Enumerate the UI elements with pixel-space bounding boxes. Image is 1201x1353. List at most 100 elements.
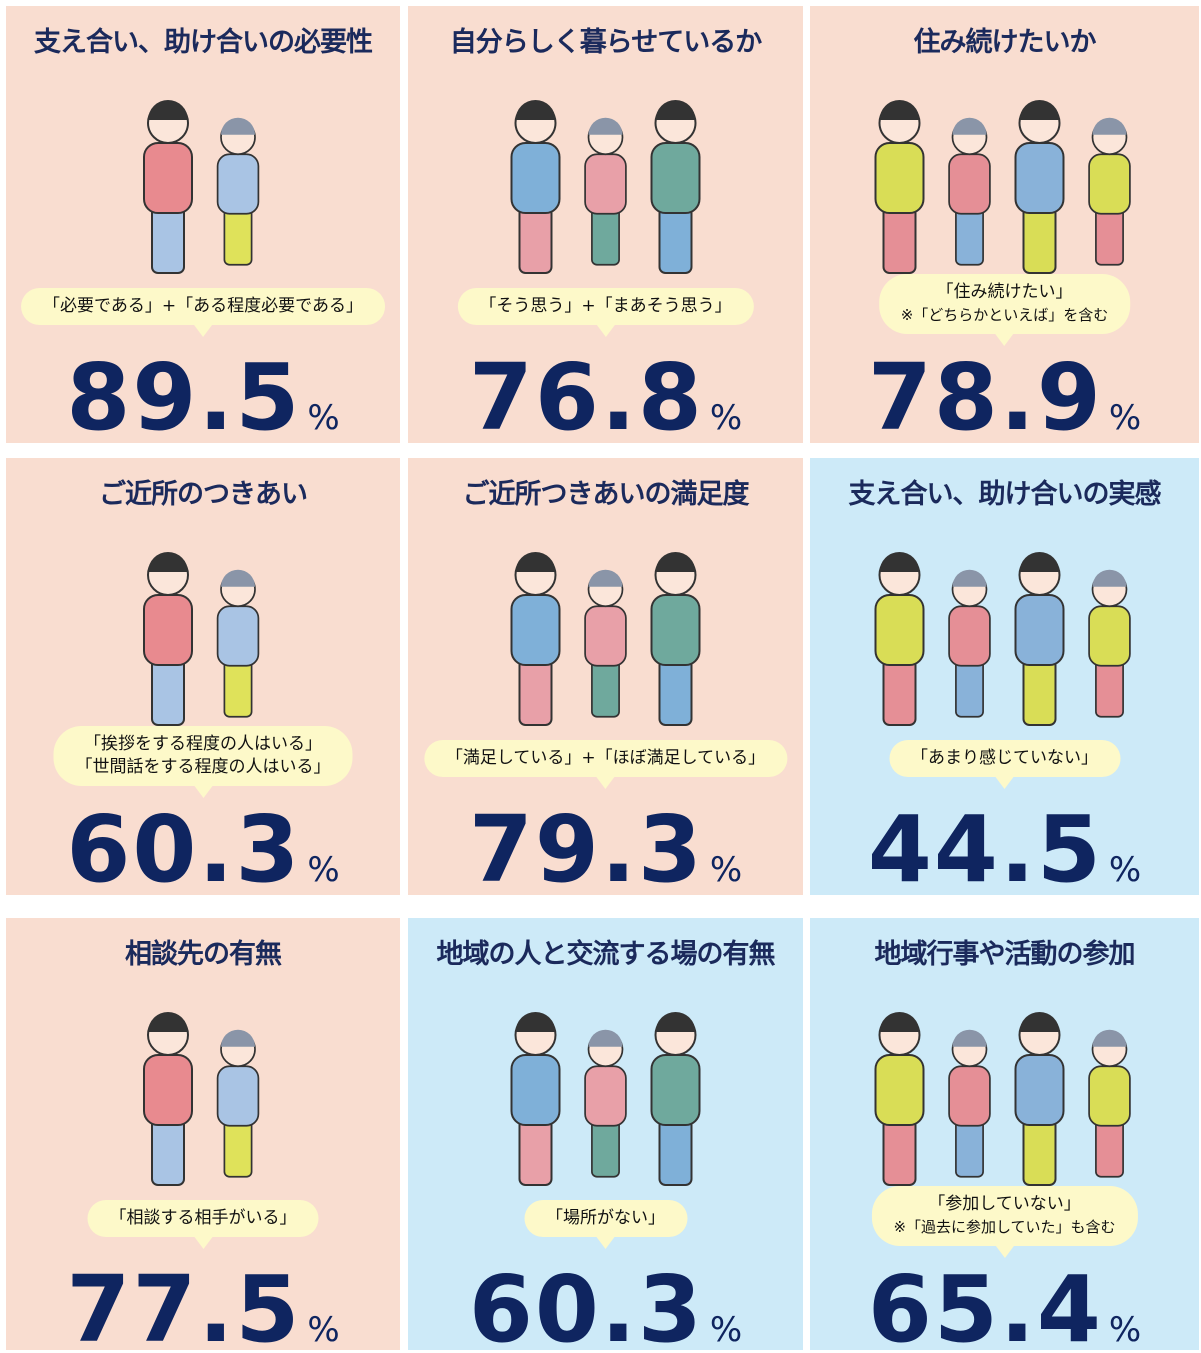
figure-hair bbox=[588, 1029, 623, 1047]
caption-bubble: 「必要である」+「ある程度必要である」 bbox=[21, 288, 385, 337]
figure bbox=[874, 100, 925, 274]
caption-bubble: 「場所がない」 bbox=[524, 1200, 687, 1249]
figure bbox=[510, 100, 561, 274]
card-title: ご近所のつきあい bbox=[99, 479, 308, 510]
result: 89.5% bbox=[6, 344, 400, 443]
result-unit: % bbox=[307, 1310, 340, 1350]
card-title: 相談先の有無 bbox=[125, 939, 282, 970]
card: 支え合い、助け合いの実感 「あまり感じていない」 44.5% bbox=[810, 458, 1199, 895]
figure bbox=[216, 569, 260, 718]
figure-body bbox=[143, 1054, 193, 1126]
figure bbox=[216, 1029, 260, 1178]
result: 79.3% bbox=[408, 796, 803, 895]
figure-hair bbox=[879, 100, 920, 120]
result-value: 76.8 bbox=[468, 344, 704, 443]
figure-hair bbox=[952, 1029, 987, 1047]
figure bbox=[948, 1029, 991, 1178]
figure bbox=[948, 117, 991, 266]
figure bbox=[1088, 1029, 1131, 1178]
illustration bbox=[510, 1012, 701, 1186]
figure-body bbox=[1014, 594, 1065, 666]
caption-line: 「挨拶をする程度の人はいる」 bbox=[84, 734, 322, 754]
figure-hair bbox=[879, 552, 920, 572]
result-value: 65.4 bbox=[867, 1256, 1103, 1350]
figure-hair bbox=[515, 1012, 556, 1032]
card: 住み続けたいか 「住み続けたい」 ※「どちらかといえば」を含む 78.9% bbox=[810, 6, 1199, 443]
figure-hair bbox=[148, 1012, 188, 1032]
card-title: 支え合い、助け合いの必要性 bbox=[34, 27, 373, 58]
figure-hair bbox=[1092, 1029, 1127, 1047]
card: 相談先の有無 「相談する相手がいる」 77.5% bbox=[6, 918, 400, 1350]
figure bbox=[584, 117, 627, 266]
result-unit: % bbox=[1108, 1310, 1142, 1350]
figure bbox=[143, 1012, 193, 1186]
figure-body bbox=[1088, 1065, 1131, 1127]
figure bbox=[650, 552, 701, 726]
figure-hair bbox=[221, 117, 255, 135]
result-value: 60.3 bbox=[468, 1256, 704, 1350]
figure-hair bbox=[148, 100, 188, 120]
caption-line: 「必要である」+「ある程度必要である」 bbox=[43, 296, 363, 316]
card: ご近所のつきあい 「挨拶をする程度の人はいる」 「世間話をする程度の人はいる」 60.… bbox=[6, 458, 400, 895]
caption-bubble: 「相談する相手がいる」 bbox=[87, 1200, 319, 1249]
figure-hair bbox=[1092, 569, 1127, 587]
result-unit: % bbox=[709, 398, 743, 438]
caption-line: 「あまり感じていない」 bbox=[911, 748, 1098, 768]
result-value: 60.3 bbox=[66, 796, 302, 895]
caption-line: 「相談する相手がいる」 bbox=[109, 1208, 297, 1228]
figure bbox=[1014, 100, 1065, 274]
illustration bbox=[143, 100, 260, 274]
card: ご近所つきあいの満足度 「満足している」+「ほぼ満足している」 79.3% bbox=[408, 458, 803, 895]
result-unit: % bbox=[1108, 398, 1142, 438]
figure-body bbox=[216, 605, 260, 667]
caption-bubble: 「参加していない」 ※「過去に参加していた」も含む bbox=[871, 1186, 1138, 1258]
figure-body bbox=[510, 142, 561, 214]
figure bbox=[143, 552, 193, 726]
figure-hair bbox=[952, 117, 987, 135]
result: 65.4% bbox=[810, 1256, 1199, 1350]
figure-hair bbox=[655, 552, 696, 572]
figure-hair bbox=[1019, 1012, 1060, 1032]
result-unit: % bbox=[709, 850, 743, 890]
result-unit: % bbox=[709, 1310, 743, 1350]
figure-body bbox=[216, 153, 260, 215]
result-unit: % bbox=[1108, 850, 1142, 890]
figure-hair bbox=[1019, 100, 1060, 120]
illustration bbox=[510, 552, 701, 726]
result-value: 79.3 bbox=[468, 796, 704, 895]
figure-hair bbox=[655, 100, 696, 120]
figure bbox=[584, 569, 627, 718]
figure-body bbox=[948, 1065, 991, 1127]
figure-body bbox=[1088, 153, 1131, 215]
illustration bbox=[874, 552, 1131, 726]
figure-hair bbox=[221, 1029, 255, 1047]
figure-body bbox=[584, 1065, 627, 1127]
card-title: ご近所つきあいの満足度 bbox=[462, 479, 750, 510]
result-unit: % bbox=[307, 850, 340, 890]
figure-hair bbox=[1092, 117, 1127, 135]
figure-body bbox=[948, 153, 991, 215]
figure bbox=[510, 552, 561, 726]
illustration bbox=[143, 552, 260, 726]
illustration bbox=[874, 1012, 1131, 1186]
figure bbox=[510, 1012, 561, 1186]
caption-line: 「住み続けたい」 bbox=[936, 282, 1073, 302]
figure bbox=[143, 100, 193, 274]
card-title: 地域行事や活動の参加 bbox=[874, 939, 1136, 970]
figure bbox=[948, 569, 991, 718]
figure-body bbox=[650, 594, 701, 666]
caption-bubble: 「あまり感じていない」 bbox=[889, 740, 1120, 789]
caption-line: 「場所がない」 bbox=[546, 1208, 665, 1228]
card-title: 地域の人と交流する場の有無 bbox=[436, 939, 776, 970]
figure-hair bbox=[148, 552, 188, 572]
figure-body bbox=[874, 142, 925, 214]
figure-body bbox=[1088, 605, 1131, 667]
figure-body bbox=[510, 594, 561, 666]
card: 地域行事や活動の参加「参加していない」 ※「過去に参加していた」も含む 65.4% bbox=[810, 918, 1199, 1350]
figure-body bbox=[874, 1054, 925, 1126]
card-title: 自分らしく暮らせているか bbox=[449, 27, 762, 58]
figure bbox=[650, 100, 701, 274]
figure bbox=[216, 117, 260, 266]
figure-hair bbox=[588, 117, 623, 135]
